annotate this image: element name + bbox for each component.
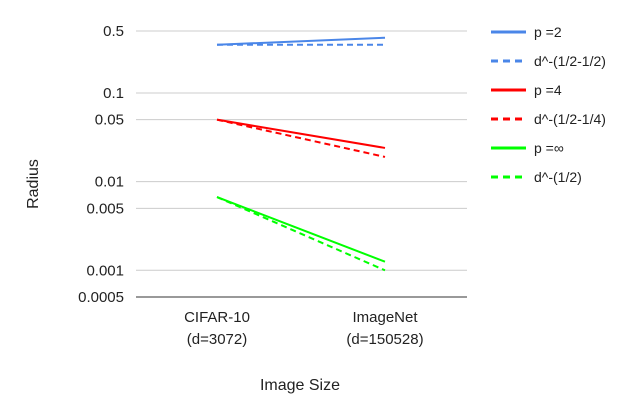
legend-label: p =4 <box>534 82 562 98</box>
x-tick-label: (d=150528) <box>346 331 423 348</box>
legend: p =2 d^-(1/2-1/2) p =4 d^-(1/2-1/4) p =∞ d^-(… <box>491 24 606 185</box>
x-axis-tick-labels: CIFAR-10 (d=3072) ImageNet (d=150528) <box>184 309 424 348</box>
y-tick-label: 0.001 <box>86 262 124 279</box>
x-tick-label: CIFAR-10 <box>184 309 250 326</box>
x-tick-label: ImageNet <box>352 309 418 326</box>
series-line <box>216 196 386 272</box>
series-line <box>216 196 386 263</box>
y-tick-label: 0.05 <box>95 112 124 129</box>
y-tick-label: 0.0005 <box>78 289 124 306</box>
legend-label: p =2 <box>534 24 562 40</box>
y-axis-tick-labels: 0.5 0.1 0.05 0.01 0.005 0.001 0.0005 <box>78 23 124 306</box>
y-axis-title: Radius <box>25 159 42 209</box>
series-line <box>216 118 386 149</box>
x-tick-label: (d=3072) <box>187 331 247 348</box>
series-line <box>216 36 386 46</box>
y-tick-label: 0.005 <box>86 200 124 217</box>
series-line <box>216 118 386 158</box>
series-lines <box>216 36 386 272</box>
y-tick-label: 0.5 <box>103 23 124 40</box>
grid-lines <box>136 30 467 298</box>
legend-label: d^-(1/2-1/4) <box>534 111 606 127</box>
legend-label: d^-(1/2-1/2) <box>534 53 606 69</box>
legend-label: p =∞ <box>534 140 564 156</box>
y-tick-label: 0.1 <box>103 85 124 102</box>
legend-label: d^-(1/2) <box>534 169 582 185</box>
y-tick-label: 0.01 <box>95 174 124 191</box>
x-axis-title: Image Size <box>260 377 340 394</box>
